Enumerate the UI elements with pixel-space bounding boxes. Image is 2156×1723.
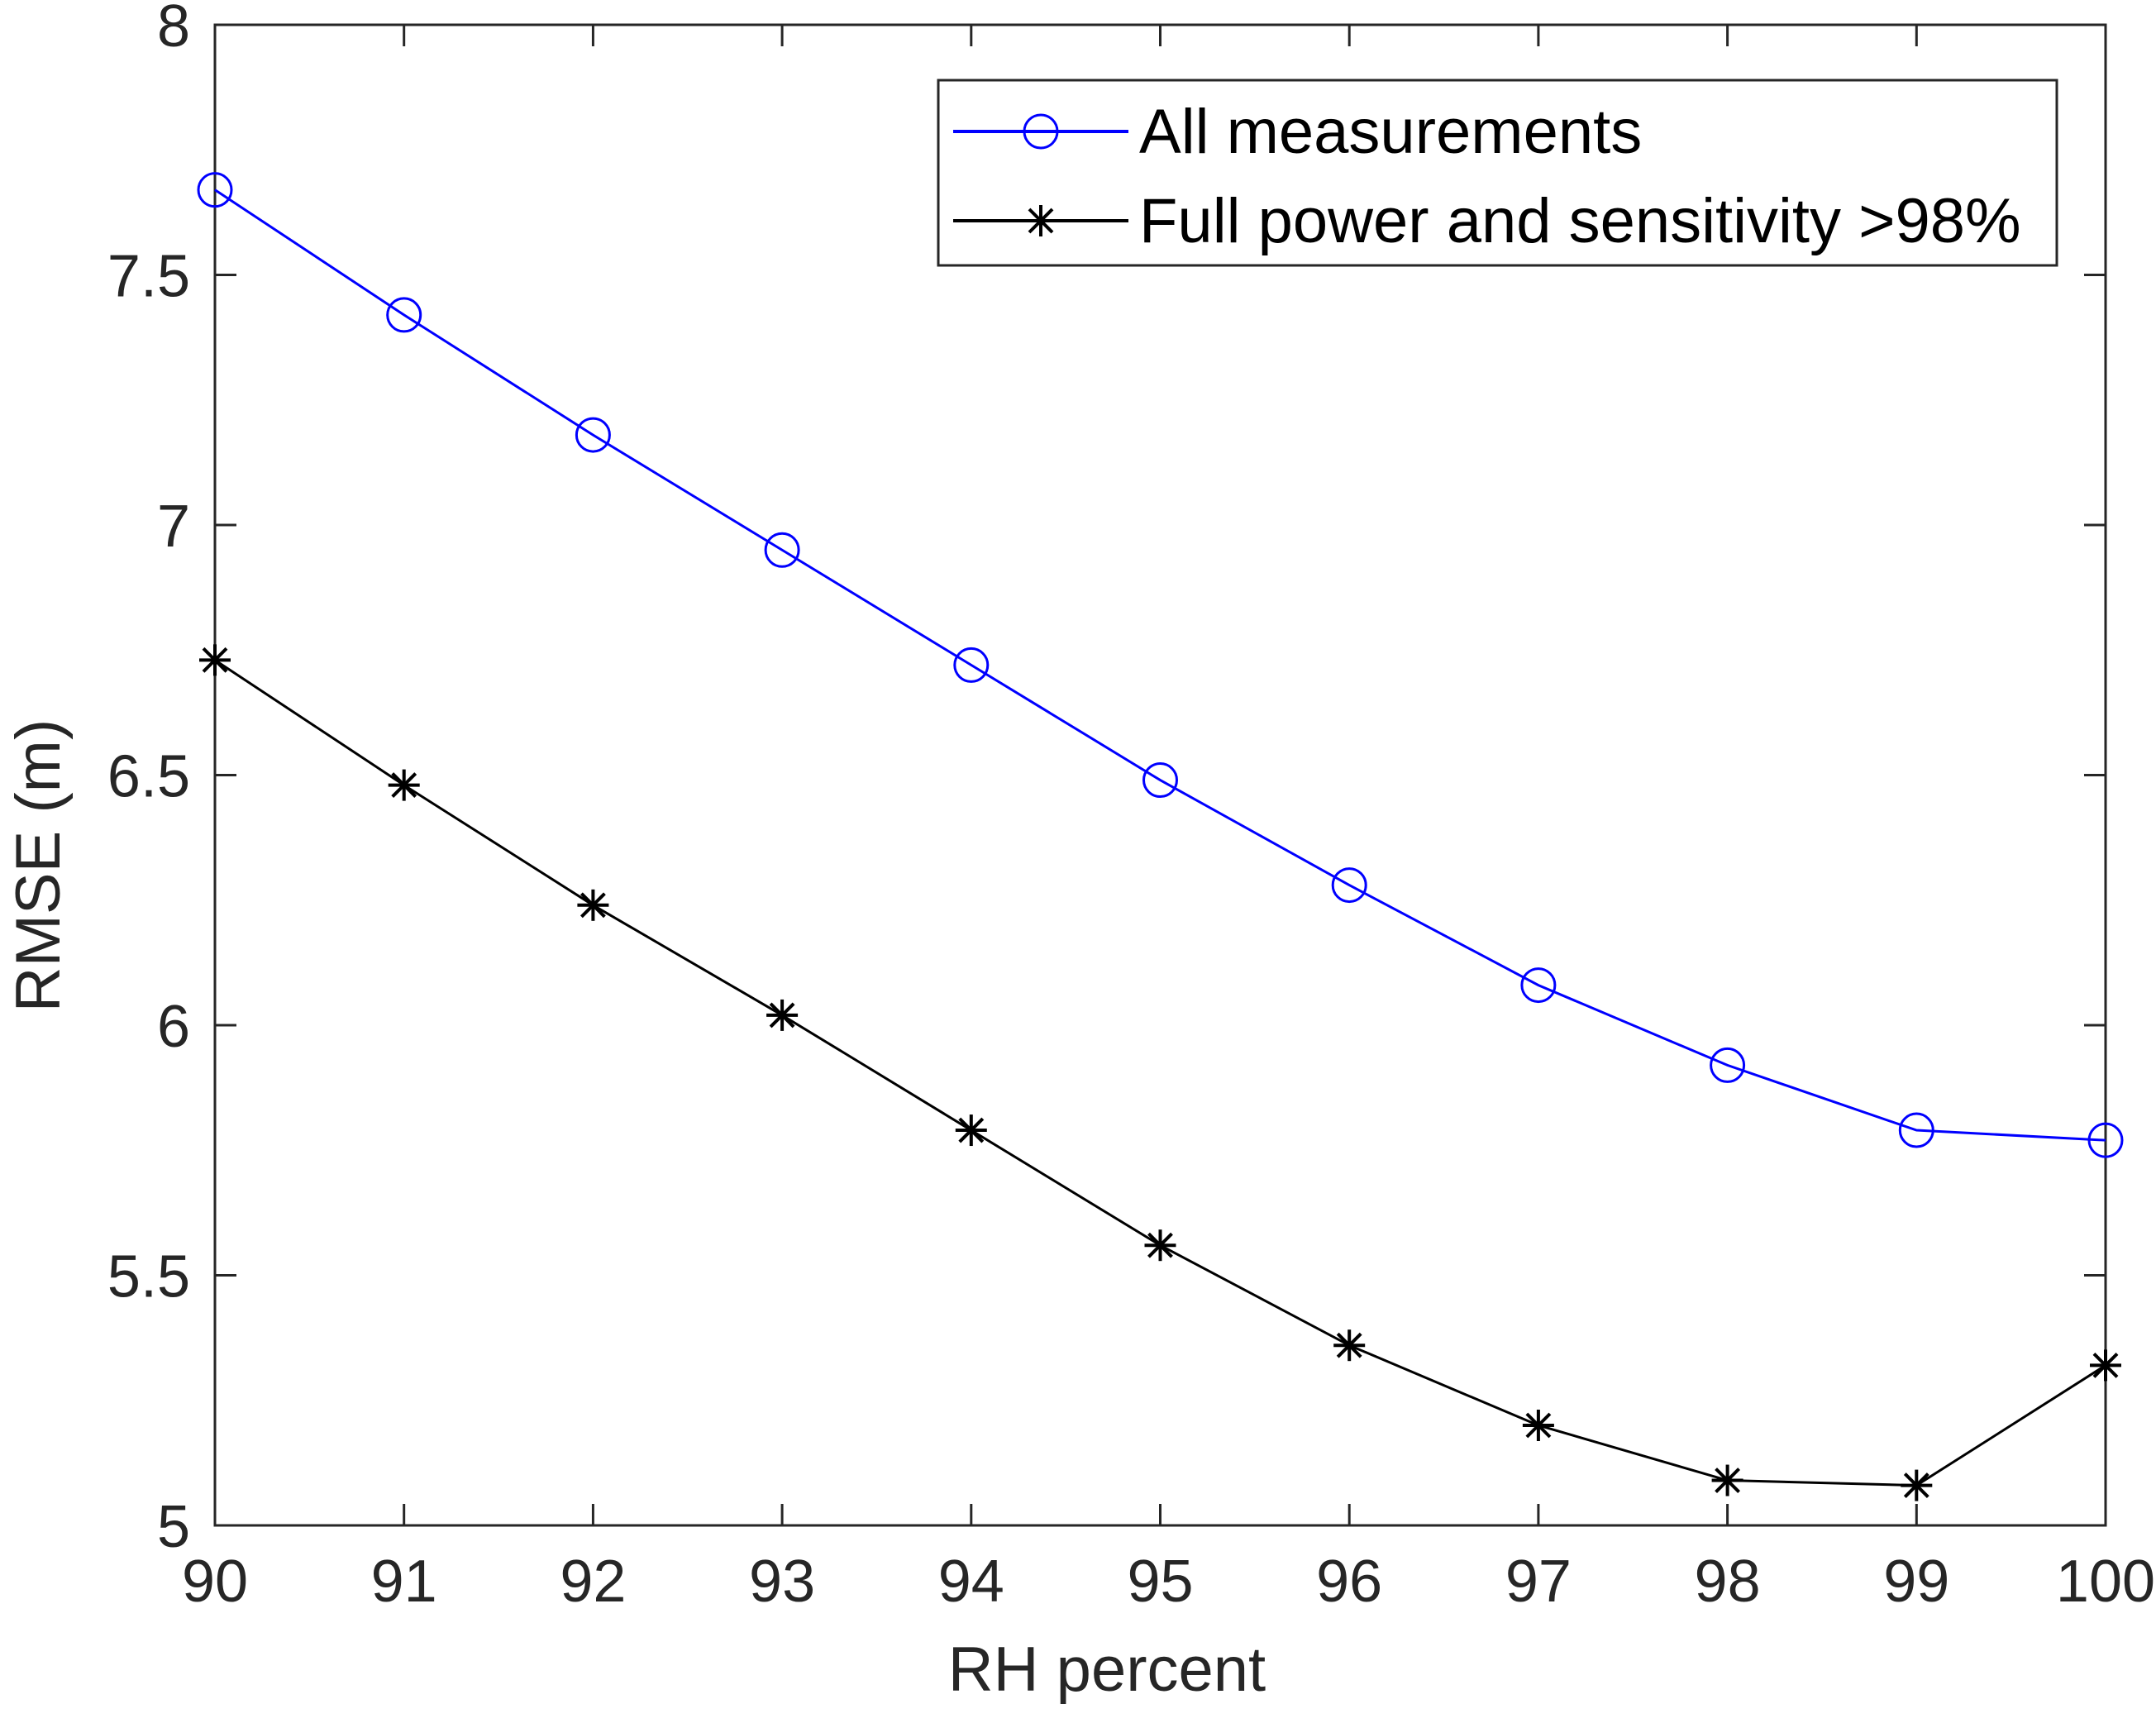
asterisk-stroke [580,892,606,919]
asterisk-stroke [1028,208,1054,234]
series-1-point [1710,1047,1746,1083]
x-tick-label: 97 [1505,1549,1572,1615]
series-line-1 [214,189,2106,1142]
x-tick-label: 93 [749,1549,815,1615]
x-tick-label: 96 [1316,1549,1382,1615]
asterisk-stroke [1147,1232,1173,1258]
series-2-point [1144,1229,1176,1262]
series-2-point [388,769,420,801]
series-1-point [764,532,800,568]
asterisk-stroke [1336,1332,1362,1358]
series-1-point [2087,1122,2124,1158]
asterisk-stroke [958,1117,985,1143]
asterisk-stroke [769,1002,795,1029]
legend-label-2: Full power and sensitivity >98% [1139,186,2021,256]
x-tick-label: 92 [560,1549,626,1615]
series-2-point [1711,1464,1743,1496]
series-2-point [577,889,609,921]
series-2-point [1333,1329,1366,1362]
x-tick-label: 99 [1883,1549,1949,1615]
legend-marker-1 [1023,113,1059,150]
legend-box [937,79,2058,267]
series-2-point [2090,1349,2121,1382]
x-axis-label: RH percent [948,1635,1266,1705]
series-2-point [1522,1410,1554,1441]
y-tick-label: 6 [157,994,190,1060]
asterisk-stroke [391,772,417,799]
y-tick-label: 8 [157,0,190,60]
x-tick-label: 91 [371,1549,437,1615]
asterisk-stroke [1525,1412,1552,1439]
axes-box [213,23,2107,1527]
y-tick-label: 5 [157,1494,190,1560]
y-tick-label: 6.5 [107,744,190,810]
plot-area: 90 91 92 93 94 95 96 97 98 99 100 5 5.5 6 6.5 7 7.5 8 [107,0,2155,1615]
series-2-point [199,644,231,676]
series-2-point [955,1114,987,1147]
series-1-point [197,172,233,208]
y-axis-label: RMSE (m) [3,719,74,1013]
series-2-point [766,999,799,1031]
x-tick-label: 95 [1127,1549,1193,1615]
series-1-point [953,647,990,683]
legend-marker-2 [1025,205,1057,236]
asterisk-stroke [2092,1352,2119,1378]
legend-label-1: All measurements [1139,97,1642,167]
legend: All measurements Full power and sensitivi… [937,79,2058,267]
x-tick-label: 94 [938,1549,1004,1615]
series-1-point [575,417,611,453]
x-tick-label: 100 [2056,1549,2155,1615]
series-1-point [1898,1112,1934,1148]
series-1-point [1142,762,1178,799]
y-tick-label: 5.5 [107,1244,190,1310]
x-tick-label: 98 [1695,1549,1761,1615]
x-tick-label: 90 [182,1549,248,1615]
y-tick-label: 7.5 [107,244,190,310]
y-tick-label: 7 [157,494,190,560]
series-1-point [1520,967,1557,1004]
series-2-point [1901,1469,1933,1501]
series-1-point [386,297,422,333]
asterisk-stroke [202,647,228,673]
series-1-point [1331,867,1367,904]
asterisk-stroke [1715,1468,1741,1493]
asterisk-stroke [1903,1472,1929,1499]
